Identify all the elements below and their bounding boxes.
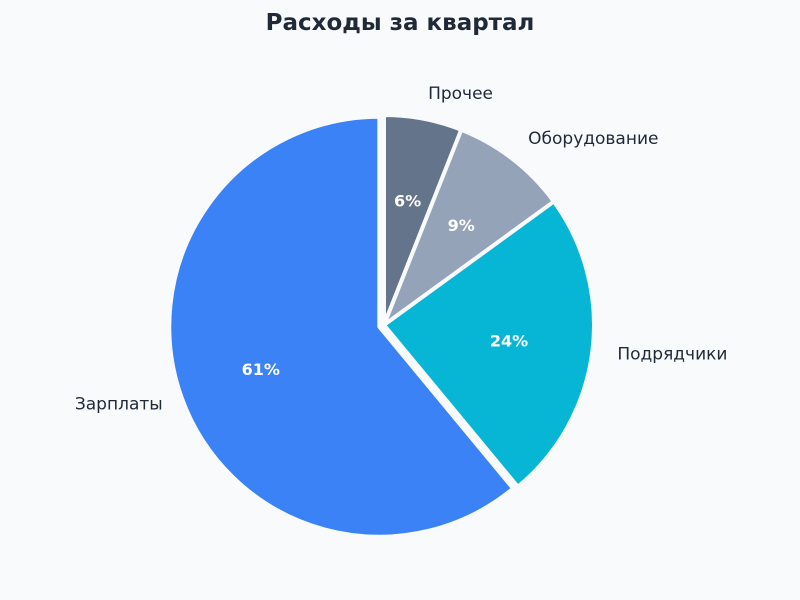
pie-slice-3-label: Подрядчики bbox=[617, 344, 727, 364]
chart-title: Расходы за квартал bbox=[265, 10, 535, 36]
pie-slice-1-label: Прочее bbox=[428, 84, 493, 104]
pie-labels: 6% Прочее 9% Оборудование 24% Подрядчики 61% За… bbox=[75, 84, 728, 415]
pie-slice-1-percent: 6% bbox=[394, 192, 421, 211]
pie-slice-4-percent: 61% bbox=[242, 360, 280, 379]
pie-slice-3-percent: 24% bbox=[490, 331, 528, 350]
pie-slices bbox=[167, 113, 596, 539]
pie-slice-3 bbox=[382, 199, 596, 489]
pie-slice-2 bbox=[382, 127, 556, 327]
pie-slice-4 bbox=[167, 114, 516, 539]
pie-slice-2-label: Оборудование bbox=[528, 129, 658, 149]
pie-slice-2-percent: 9% bbox=[448, 216, 475, 235]
pie-slice-4-label: Зарплаты bbox=[75, 395, 163, 415]
